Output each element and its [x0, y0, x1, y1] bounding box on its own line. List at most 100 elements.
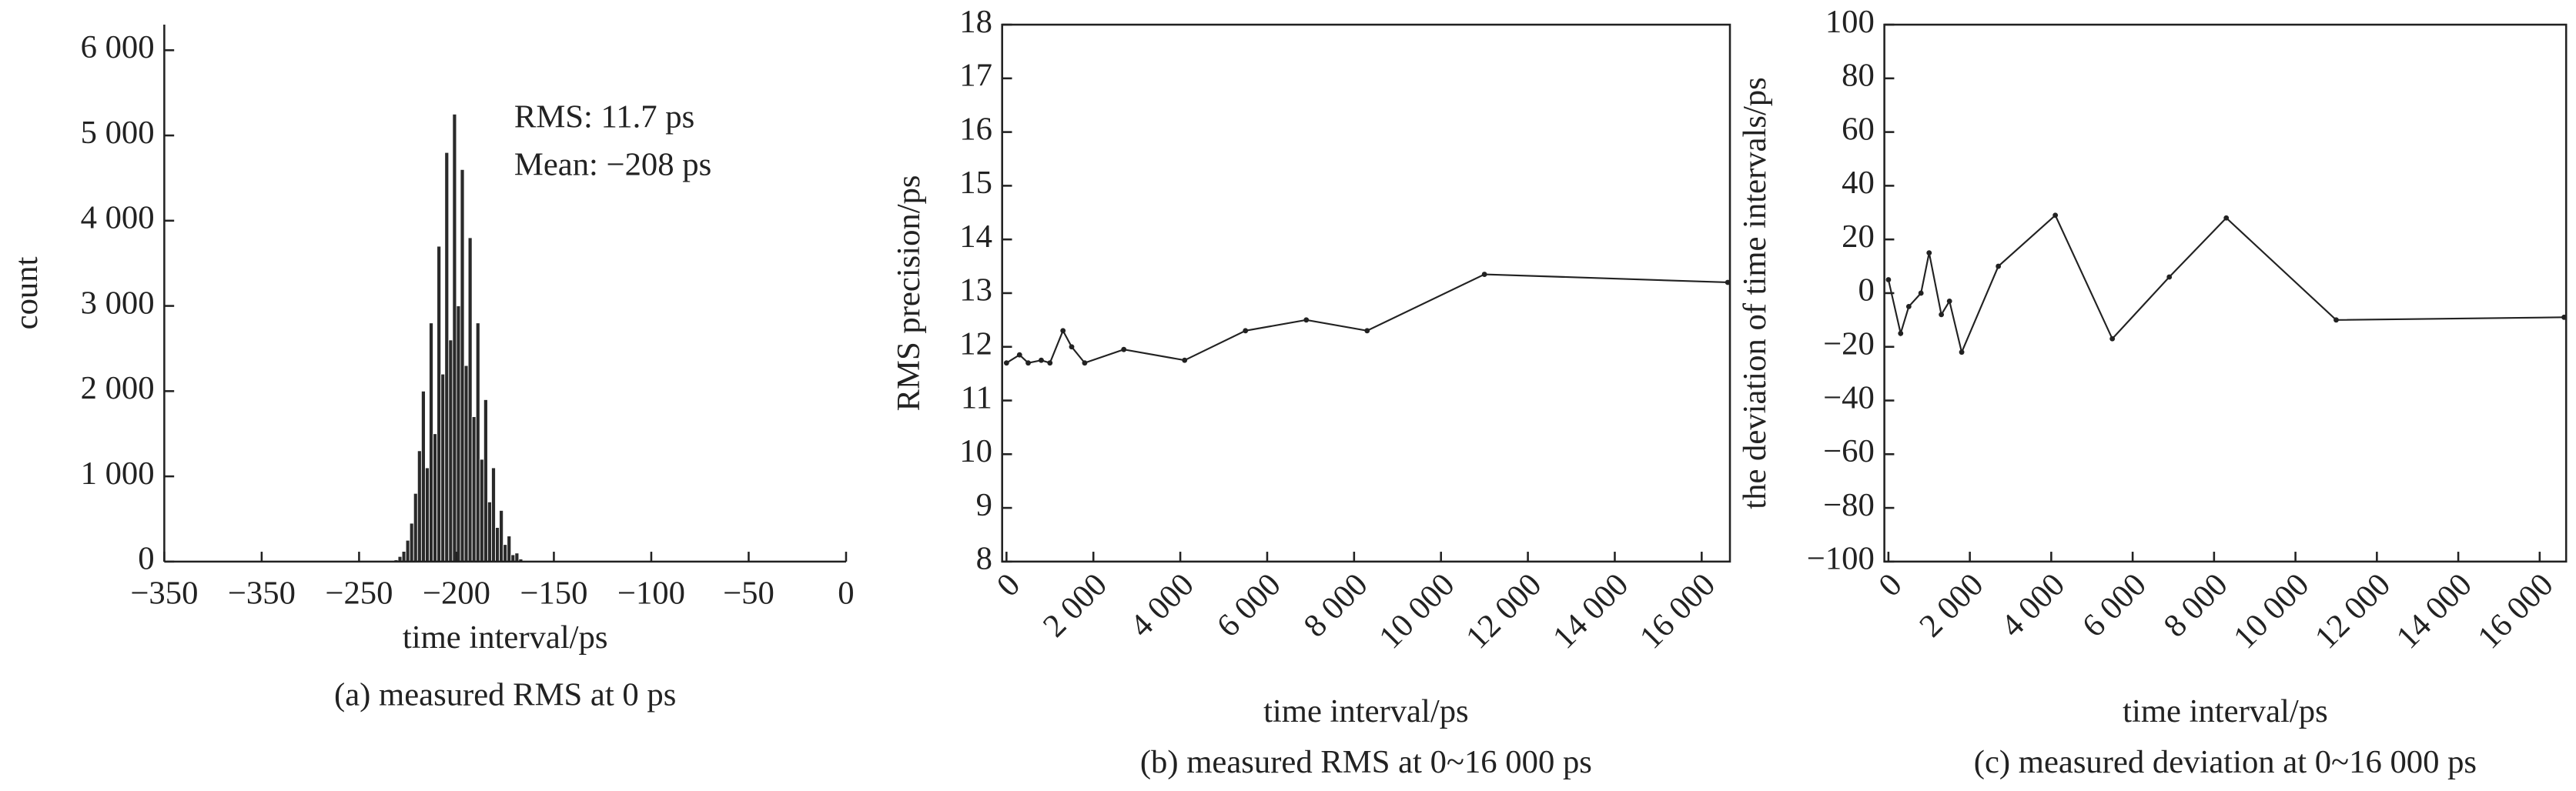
x-axis-label: time interval/ps	[2123, 693, 2328, 729]
bar	[463, 365, 469, 562]
point	[2166, 274, 2173, 280]
point	[2052, 212, 2059, 219]
y-tick-label: 13	[959, 272, 992, 309]
y-tick-label: 0	[138, 541, 154, 577]
point	[1946, 299, 1952, 304]
bar	[417, 450, 422, 562]
y-tick-label: 14	[959, 219, 992, 255]
x-tick-label: −350	[228, 575, 296, 611]
x-tick-label: 16 000	[2471, 566, 2560, 656]
y-tick-label: 17	[959, 58, 992, 94]
bar	[514, 552, 520, 562]
bar	[467, 237, 473, 562]
annotation: Mean: −208 ps	[514, 147, 711, 183]
y-tick-label: 12	[959, 326, 992, 362]
y-tick-label: −80	[1823, 487, 1875, 523]
bar	[448, 339, 453, 562]
bar	[452, 113, 457, 562]
point	[2333, 317, 2339, 323]
bar	[413, 492, 418, 562]
bar	[483, 399, 488, 562]
bar	[409, 522, 414, 562]
line	[1887, 214, 2564, 355]
x-tick-label: 16 000	[1633, 566, 1722, 656]
y-tick-label: 20	[1842, 219, 1875, 255]
caption: (c) measured deviation at 0~16 000 ps	[1974, 744, 2477, 780]
y-tick-label: 80	[1842, 58, 1875, 94]
x-tick-label: 12 000	[2308, 566, 2397, 656]
x-tick-label: −100	[617, 575, 685, 611]
bar	[475, 322, 480, 562]
bar	[507, 536, 512, 562]
bar	[495, 527, 500, 562]
bar	[405, 539, 410, 562]
point	[1243, 328, 1249, 334]
x-tick-label: −150	[520, 575, 587, 611]
y-tick-label: −20	[1823, 326, 1875, 362]
point	[1121, 346, 1127, 352]
x-axis-label: time interval/ps	[1263, 693, 1469, 729]
x-tick-label: −250	[325, 575, 393, 611]
bar	[491, 467, 496, 562]
x-tick-label: 14 000	[1546, 566, 1635, 656]
point	[1959, 349, 1965, 355]
point	[1481, 272, 1487, 277]
point	[2223, 215, 2230, 221]
y-tick-label: 40	[1842, 165, 1875, 201]
y-axis-label: the deviation of time intervals/ps	[1737, 77, 1773, 509]
x-tick-label: 10 000	[1372, 566, 1461, 656]
point	[2109, 335, 2116, 342]
point	[1047, 360, 1053, 366]
y-tick-label: 4 000	[81, 200, 155, 236]
y-tick-label: 8	[976, 541, 992, 577]
x-tick-label: 2 000	[1912, 566, 1990, 644]
caption: (b) measured RMS at 0~16 000 ps	[1140, 744, 1592, 780]
point	[1182, 357, 1188, 363]
x-tick-label: 12 000	[1459, 566, 1548, 656]
point	[1905, 303, 1912, 309]
annotation: RMS: 11.7 ps	[514, 99, 694, 135]
y-tick-label: 2 000	[81, 370, 155, 406]
point	[1898, 330, 1904, 336]
point	[1303, 317, 1310, 323]
x-tick-label: 0	[990, 566, 1027, 603]
x-tick-label: −200	[423, 575, 490, 611]
point	[1364, 328, 1370, 334]
point	[1003, 360, 1009, 366]
x-tick-label: 8 000	[1297, 566, 1375, 644]
point	[1918, 290, 1924, 296]
x-tick-label: 10 000	[2226, 566, 2316, 656]
point	[1016, 352, 1022, 358]
x-tick-label: −350	[130, 575, 198, 611]
point	[1926, 250, 1932, 256]
y-tick-label: 60	[1842, 111, 1875, 147]
x-tick-label: 8 000	[2157, 566, 2235, 644]
y-axis-label: RMS precision/ps	[891, 175, 927, 411]
y-tick-label: 100	[1825, 4, 1875, 40]
x-tick-label: 6 000	[2076, 566, 2153, 644]
y-tick-label: −100	[1807, 541, 1875, 577]
point	[1060, 328, 1066, 334]
y-tick-label: −40	[1823, 379, 1875, 416]
bar	[425, 467, 430, 562]
bar	[440, 373, 446, 562]
bar	[510, 554, 516, 562]
y-tick-label: 11	[961, 379, 992, 416]
caption: (a) measured RMS at 0 ps	[334, 677, 676, 713]
plot-frame	[1001, 23, 1731, 563]
y-tick-label: 16	[959, 111, 992, 147]
bar	[433, 433, 438, 562]
bar	[503, 544, 508, 562]
bar	[471, 416, 477, 562]
x-tick-label: 4 000	[1123, 566, 1201, 644]
point	[1885, 277, 1892, 282]
x-tick-label: 2 000	[1036, 566, 1114, 644]
point	[1939, 312, 1945, 318]
y-tick-label: 1 000	[81, 456, 155, 492]
point	[1025, 360, 1031, 366]
bar	[479, 459, 484, 562]
bar	[401, 551, 406, 562]
y-tick-label: 10	[959, 433, 992, 469]
